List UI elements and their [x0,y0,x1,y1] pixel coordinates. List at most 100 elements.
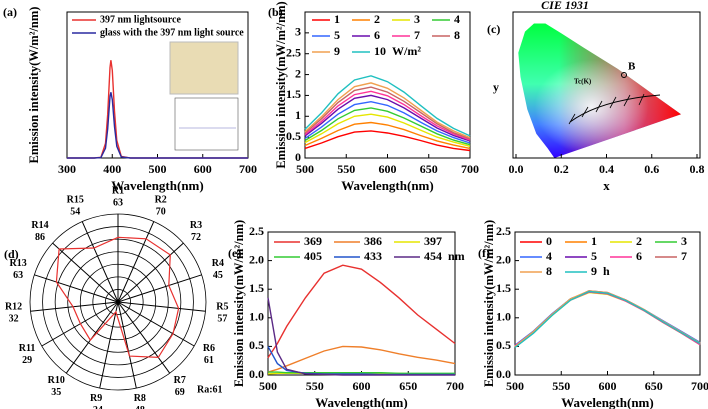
value-label: 86 [35,232,45,243]
value-label: 48 [135,405,145,409]
annotation: B [628,61,636,73]
value-label: 69 [175,387,185,398]
legend-label: 4 [546,249,552,263]
panel-label: (e) [228,246,241,260]
category-label: R10 [48,375,65,386]
legend-label: 369 [304,234,322,248]
y-tick-label: 0.5 [286,129,301,143]
y-axis-label: y [493,80,499,94]
x-tick-label: 0.8 [690,162,705,176]
panel-label: (f) [478,246,490,260]
x-tick-label: 400 [103,162,121,176]
x-tick-label: 600 [379,162,397,176]
plot-frame [514,231,701,376]
series-line [514,290,701,347]
x-tick-label: 500 [296,162,314,176]
category-label: R13 [10,258,27,269]
y-tick-label: 2.5 [496,224,511,238]
legend-label: 8 [546,264,552,278]
x-tick-label: 700 [691,379,708,393]
x-tick-label: 650 [399,379,417,393]
legend-unit: nm [448,249,465,263]
radar-spoke [30,301,119,312]
x-axis-label: x [603,178,610,193]
category-label: R5 [216,301,228,312]
x-tick-label: 0.4 [599,162,614,176]
y-tick-label: 1.0 [249,310,264,324]
legend-label: 397 nm lightsource [100,14,181,25]
x-tick-label: 0.0 [509,162,524,176]
series-line [304,100,471,144]
radar-spoke [52,242,119,303]
value-label: 35 [51,387,61,398]
panel-label: (c) [487,22,500,36]
legend-label: 10 [374,44,386,58]
series-line [267,345,456,373]
legend-label: 5 [334,28,340,42]
y-tick-label: 1.5 [286,87,301,101]
legend-label: 2 [636,234,642,248]
chart-title: CIE 1931 [541,0,589,12]
annotation: Ra:61 [197,384,223,395]
series-line [514,290,701,347]
legend-label: 2 [374,12,380,26]
value-label: 29 [22,355,32,366]
x-tick-label: 0.2 [554,162,569,176]
series-line [304,90,471,141]
inset [169,41,239,151]
radar-spoke [81,221,119,303]
legend-label: 405 [304,249,322,263]
x-axis-label: Wavelength(nm) [315,395,407,409]
legend-label: 6 [374,28,380,42]
legend-label: 4 [454,12,460,26]
value-label: 72 [191,232,201,243]
category-label: R6 [203,343,215,354]
radar-spoke [117,301,137,389]
legend-label: glass with the 397 nm light source [100,27,244,38]
legend-label: 0 [546,234,552,248]
x-axis-label: Wavelength(nm) [561,395,653,409]
y-tick-label: 2.0 [496,252,511,266]
y-tick-label: 2.5 [286,45,301,59]
category-label: R7 [174,375,186,386]
series-line [304,94,471,142]
x-tick-label: 550 [552,379,570,393]
legend-label: 7 [414,28,420,42]
y-tick-label: 3 [295,25,301,39]
series-line [267,264,456,359]
x-tick-label: 600 [353,379,371,393]
value-label: 63 [13,270,23,281]
x-tick-label: 0.6 [644,162,659,176]
category-label: R11 [19,343,36,354]
series-line [304,121,471,150]
x-tick-label: 650 [645,379,663,393]
series-line [267,297,455,376]
value-label: -24 [89,405,102,409]
y-tick-label: 1.5 [249,281,264,295]
series-line [304,86,471,140]
legend-unit: W/m² [392,44,421,58]
series-line [267,346,455,376]
category-label: R4 [212,258,224,269]
radar-spoke [99,301,119,389]
series-line [304,107,471,146]
y-tick-label: 1.0 [496,310,511,324]
y-tick-label: 2.5 [249,224,264,238]
x-tick-label: 650 [420,162,438,176]
series-line [514,290,701,349]
radar-spoke [117,242,184,303]
x-tick-label: 500 [149,162,167,176]
category-label: R12 [5,301,22,312]
y-tick-label: 0 [295,150,301,164]
panel-label: (d) [4,247,19,261]
series-line [268,371,455,374]
legend-label: 3 [681,234,687,248]
legend-label: 8 [454,28,460,42]
radar-spoke [117,274,202,303]
x-tick-label: 700 [446,379,464,393]
x-tick-label: 550 [306,379,324,393]
y-axis-label: Emission intensity(mW/m²/nm) [274,1,288,168]
series-line [304,130,471,152]
x-tick-label: 300 [58,162,76,176]
series-line [304,82,471,139]
